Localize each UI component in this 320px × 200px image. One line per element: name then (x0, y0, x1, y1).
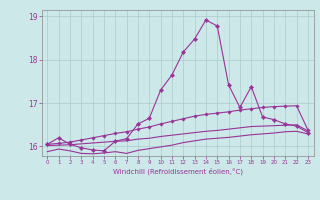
X-axis label: Windchill (Refroidissement éolien,°C): Windchill (Refroidissement éolien,°C) (113, 168, 243, 175)
